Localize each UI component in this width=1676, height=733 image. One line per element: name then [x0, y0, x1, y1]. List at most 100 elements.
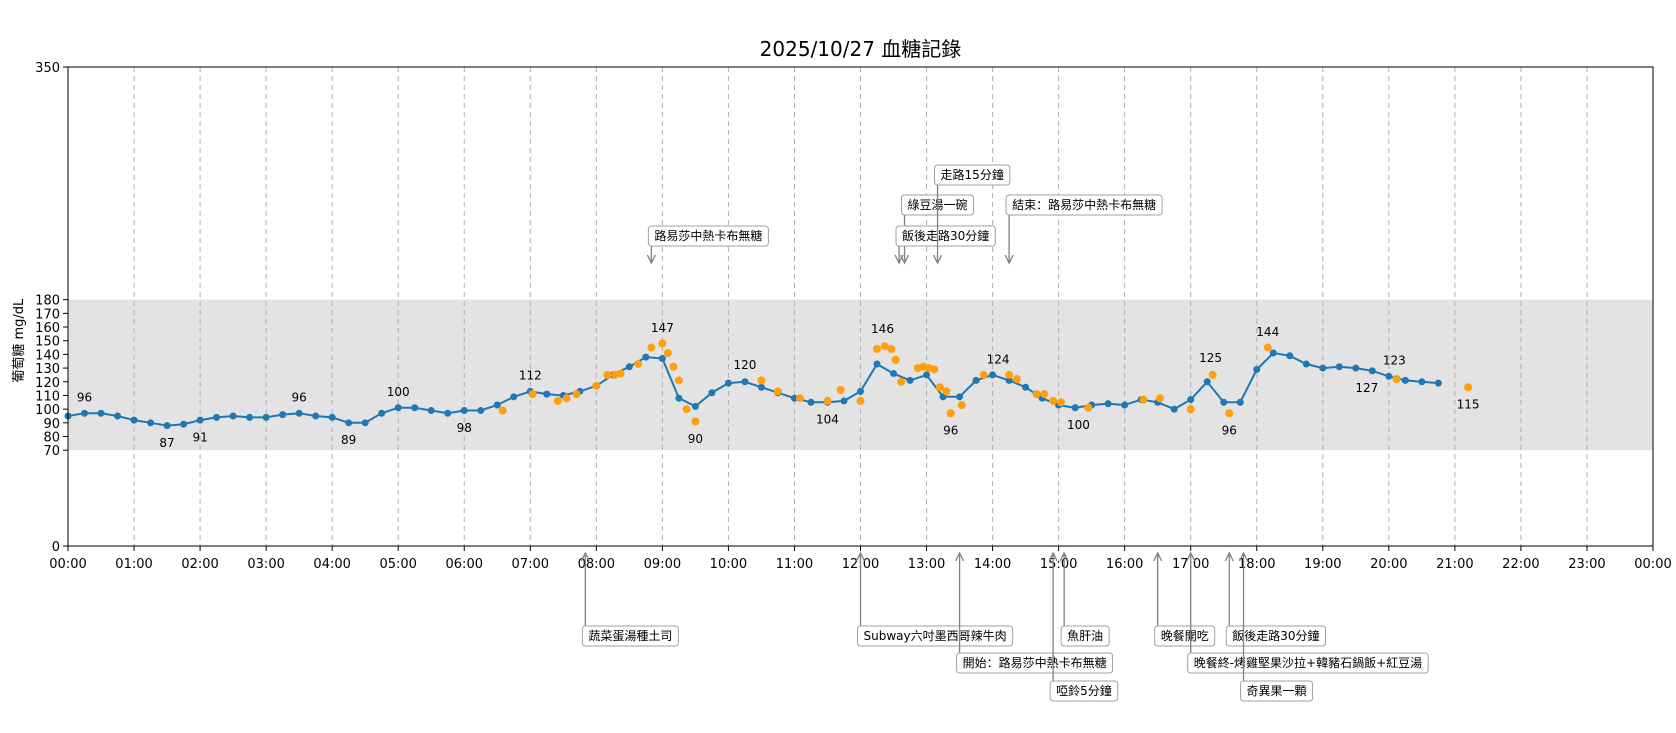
scatter-point	[836, 385, 845, 394]
line-point	[840, 397, 848, 405]
scatter-point	[1032, 390, 1041, 399]
annotation-above: 走路15分鐘	[932, 164, 1011, 265]
line-point	[1302, 360, 1310, 368]
line-point	[1104, 400, 1112, 408]
line-point	[1434, 379, 1442, 387]
line-point	[989, 371, 997, 379]
annotation-text: 晚餐開吃	[1161, 628, 1209, 643]
scatter-point	[616, 369, 625, 378]
annotation-box	[1005, 194, 1163, 216]
line-point	[229, 412, 237, 420]
line-point	[724, 379, 732, 387]
x-tick-label: 22:00	[1502, 557, 1539, 572]
y-tick-label: 160	[35, 321, 60, 336]
x-tick-label: 15:00	[1040, 557, 1077, 572]
annotation-box	[1187, 652, 1429, 674]
line-point	[1170, 405, 1178, 413]
scatter-point	[663, 349, 672, 358]
scatter-point	[1186, 405, 1195, 414]
y-tick-label: 130	[35, 362, 60, 377]
scatter-point	[603, 370, 612, 379]
x-tick-label: 10:00	[710, 557, 747, 572]
scatter-point	[873, 344, 882, 353]
line-point	[196, 416, 204, 424]
annotation-above: 路易莎中熱卡布無糖	[646, 225, 769, 265]
value-label: 96	[292, 391, 307, 405]
value-label: 144	[1256, 325, 1279, 339]
line-point	[625, 363, 633, 371]
x-tick-label: 09:00	[644, 557, 681, 572]
y-tick-label: 120	[35, 376, 60, 391]
scatter-point	[930, 365, 939, 374]
annotation-above: 結束：路易莎中熱卡布無糖	[1004, 194, 1163, 265]
scatter-point	[528, 390, 537, 399]
line-point	[163, 422, 171, 430]
value-label: 96	[1222, 424, 1237, 438]
value-label: 123	[1383, 354, 1406, 368]
value-label: 125	[1199, 351, 1222, 365]
annotation-box	[956, 652, 1114, 674]
scatter-point	[1464, 383, 1473, 392]
line-point	[1385, 372, 1393, 380]
annotation-text: 魚肝油	[1067, 629, 1103, 643]
scatter-point	[957, 401, 966, 410]
annotation-arrowhead	[894, 254, 904, 265]
x-tick-label: 19:00	[1304, 557, 1341, 572]
line-point	[1236, 398, 1244, 406]
value-label: 90	[688, 432, 703, 446]
scatter-point	[897, 377, 906, 386]
y-axis-label: 葡萄糖 mg/dL	[11, 298, 27, 383]
x-tick-label: 20:00	[1370, 557, 1407, 572]
x-tick-label: 13:00	[908, 557, 945, 572]
scatter-point	[691, 417, 700, 426]
line-point	[923, 371, 931, 379]
glucose-series-points	[64, 349, 1442, 430]
annotation-box	[1154, 625, 1216, 647]
glucose-scatter-points	[498, 339, 1473, 426]
line-point	[1220, 398, 1228, 406]
annotation-text: 奇異果一顆	[1247, 684, 1307, 698]
y-tick-label: 70	[43, 444, 60, 459]
line-point	[1253, 365, 1261, 373]
annotation-below: 奇異果一顆	[1238, 551, 1314, 702]
x-tick-label: 02:00	[181, 557, 218, 572]
plot-frame	[67, 66, 1654, 547]
line-point	[890, 370, 898, 378]
value-labels: 96 87 91 96 89 100 98 112 147 90 120 104 146 96 124 100…	[77, 321, 1480, 450]
scatter-point	[773, 387, 782, 396]
annotation-text: 路易莎中熱卡布無糖	[654, 228, 762, 243]
annotation-box	[1240, 680, 1314, 702]
line-point	[939, 393, 947, 401]
line-point	[213, 413, 221, 421]
scatter-point	[647, 343, 656, 352]
line-point	[130, 416, 138, 424]
annotation-box	[895, 225, 996, 247]
annotation-arrowhead	[1153, 551, 1163, 562]
annotation-text: 啞鈴5分鐘	[1056, 683, 1112, 698]
annotations: 路易莎中熱卡布無糖綠豆湯一碗飯後走路30分鐘走路15分鐘結束：路易莎中熱卡布無糖…	[580, 164, 1429, 702]
annotation-arrowhead	[1004, 254, 1014, 265]
line-point	[427, 407, 435, 415]
line-point	[1269, 349, 1277, 357]
line-point	[279, 411, 287, 419]
value-label: 124	[987, 352, 1010, 366]
y-tick-label: 80	[43, 431, 60, 446]
line-point	[1286, 352, 1294, 360]
annotation-text: Subway六吋墨西哥辣牛肉	[864, 628, 1007, 643]
line-point	[642, 353, 650, 361]
annotation-arrowhead	[932, 254, 943, 265]
y-tick-label: 350	[35, 61, 60, 76]
annotation-below: 晚餐開吃	[1153, 551, 1216, 647]
annotation-below: 晚餐終-烤雞堅果沙拉+韓豬石鍋飯+紅豆湯	[1186, 551, 1429, 674]
annotation-arrowhead	[580, 551, 590, 562]
value-label: 112	[519, 369, 542, 383]
annotation-box	[647, 225, 769, 247]
x-tick-label: 06:00	[446, 557, 483, 572]
line-point	[312, 412, 320, 420]
line-point	[444, 409, 452, 417]
value-label: 127	[1355, 381, 1378, 395]
value-label: 147	[651, 321, 674, 335]
annotation-below: 蔬菜蛋湯種土司	[580, 551, 679, 647]
